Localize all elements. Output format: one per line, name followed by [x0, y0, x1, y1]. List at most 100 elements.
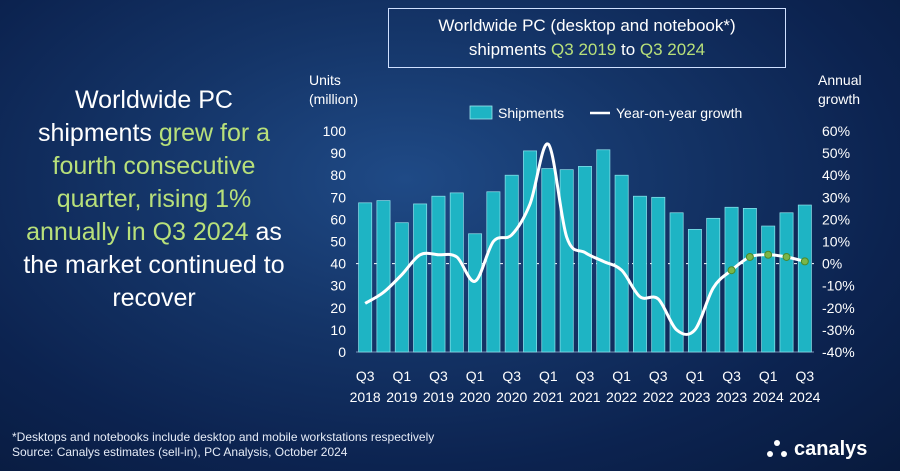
shipments-bar	[724, 206, 739, 353]
y2-tick-label: 10%	[822, 234, 850, 250]
title-to: Q3 2024	[639, 40, 706, 59]
growth-marker	[727, 266, 736, 275]
x-tick-year: 2023	[679, 389, 710, 405]
y2-tick-label: 30%	[822, 189, 850, 205]
x-tick-year: 2018	[350, 389, 381, 405]
y-tick-label: 90	[330, 145, 346, 161]
y2-tick-label: 40%	[822, 167, 850, 183]
chart-title-box: Worldwide PC (desktop and notebook*) shi…	[388, 8, 786, 68]
shipments-bar	[504, 174, 519, 353]
canalys-logo-icon	[767, 439, 787, 457]
footnote: *Desktops and notebooks include desktop …	[12, 430, 434, 460]
y-tick-label: 40	[330, 256, 346, 272]
shipments-bar	[761, 225, 776, 353]
x-tick-year: 2022	[606, 389, 637, 405]
title-from: Q3 2019	[551, 40, 617, 59]
shipments-bar	[797, 204, 812, 353]
headline-highlight: grew for a fourth consecutive quarter, r…	[26, 119, 271, 246]
x-tick-quarter: Q1	[466, 368, 485, 384]
chart-title-line2: shipments Q3 2019 to Q3 2024	[389, 38, 785, 62]
shipments-bar	[413, 203, 428, 353]
x-tick-quarter: Q1	[539, 368, 558, 384]
y2-tick-label: 50%	[822, 145, 850, 161]
legend-growth: Year-on-year growth	[616, 105, 742, 121]
x-tick-year: 2019	[423, 389, 454, 405]
x-tick-quarter: Q3	[576, 368, 595, 384]
x-tick-quarter: Q3	[649, 368, 668, 384]
shipments-bar	[431, 195, 446, 353]
y-tick-label: 50	[330, 234, 346, 250]
shipments-bar	[651, 196, 666, 353]
x-tick-quarter: Q3	[795, 368, 814, 384]
x-tick-quarter: Q1	[686, 368, 705, 384]
x-tick-quarter: Q1	[759, 368, 778, 384]
growth-marker	[745, 252, 754, 261]
y-tick-label: 70	[330, 189, 346, 205]
canalys-logo: canalys	[766, 438, 867, 461]
shipments-bar	[468, 233, 483, 353]
shipments-bar	[559, 169, 574, 353]
left-axis-label-2: (million)	[309, 91, 358, 107]
brand-name: canalys	[794, 438, 868, 460]
x-tick-year: 2021	[533, 389, 564, 405]
x-tick-year: 2024	[789, 389, 820, 405]
y-tick-label: 60	[330, 211, 346, 227]
shipments-bar	[486, 191, 501, 353]
x-tick-year: 2023	[716, 389, 747, 405]
title-prefix: shipments	[468, 40, 552, 59]
y2-tick-label: -20%	[822, 300, 855, 316]
y2-tick-label: -40%	[822, 344, 855, 360]
right-axis-label-1: Annual	[818, 72, 862, 88]
x-tick-year: 2021	[569, 389, 600, 405]
shipments-bar	[779, 212, 794, 353]
y2-tick-label: -30%	[822, 322, 855, 338]
y-tick-label: 10	[330, 322, 346, 338]
x-tick-quarter: Q1	[612, 368, 631, 384]
footnote-source: Source: Canalys estimates (sell-in), PC …	[12, 445, 348, 459]
shipments-bar	[596, 149, 611, 353]
x-tick-year: 2022	[643, 389, 674, 405]
headline: Worldwide PC shipments grew for a fourth…	[18, 84, 290, 315]
shipments-bar	[541, 168, 556, 353]
x-tick-year: 2020	[496, 389, 527, 405]
legend-shipments: Shipments	[498, 105, 564, 121]
legend-bar-swatch	[469, 105, 493, 120]
x-tick-quarter: Q3	[356, 368, 375, 384]
growth-marker	[764, 250, 773, 259]
shipments-bar	[742, 208, 757, 353]
title-mid: to	[616, 40, 640, 59]
x-tick-quarter: Q3	[722, 368, 741, 384]
growth-marker	[800, 257, 809, 266]
shipments-bar	[614, 174, 629, 353]
y-tick-label: 0	[338, 344, 346, 360]
y2-tick-label: 20%	[822, 211, 850, 227]
shipments-bar	[376, 200, 391, 353]
x-tick-quarter: Q3	[429, 368, 448, 384]
y2-tick-label: 0%	[822, 256, 842, 272]
headline-text-end: as the market continued to recover	[23, 218, 285, 312]
shipments-bar	[706, 217, 721, 353]
left-axis-label-1: Units	[309, 72, 341, 88]
y-tick-label: 30	[330, 278, 346, 294]
shipments-bar	[523, 150, 537, 353]
shipments-bar	[358, 202, 373, 353]
y-tick-label: 20	[330, 300, 346, 316]
x-tick-year: 2024	[753, 389, 784, 405]
x-tick-quarter: Q3	[502, 368, 521, 384]
y-tick-label: 80	[330, 167, 346, 183]
growth-marker	[782, 252, 791, 261]
x-tick-year: 2019	[386, 389, 417, 405]
chart-title-line1: Worldwide PC (desktop and notebook*)	[438, 16, 736, 35]
footnote-line1: *Desktops and notebooks include desktop …	[12, 430, 435, 444]
shipments-bar	[449, 192, 464, 353]
x-tick-quarter: Q1	[392, 368, 411, 384]
shipments-bar	[578, 166, 592, 353]
y-tick-label: 100	[323, 123, 347, 139]
x-tick-year: 2020	[460, 389, 491, 405]
shipments-bar	[394, 222, 409, 353]
shipments-bar	[633, 195, 647, 353]
shipments-bar	[669, 212, 684, 353]
right-axis-label-2: growth	[818, 91, 860, 107]
